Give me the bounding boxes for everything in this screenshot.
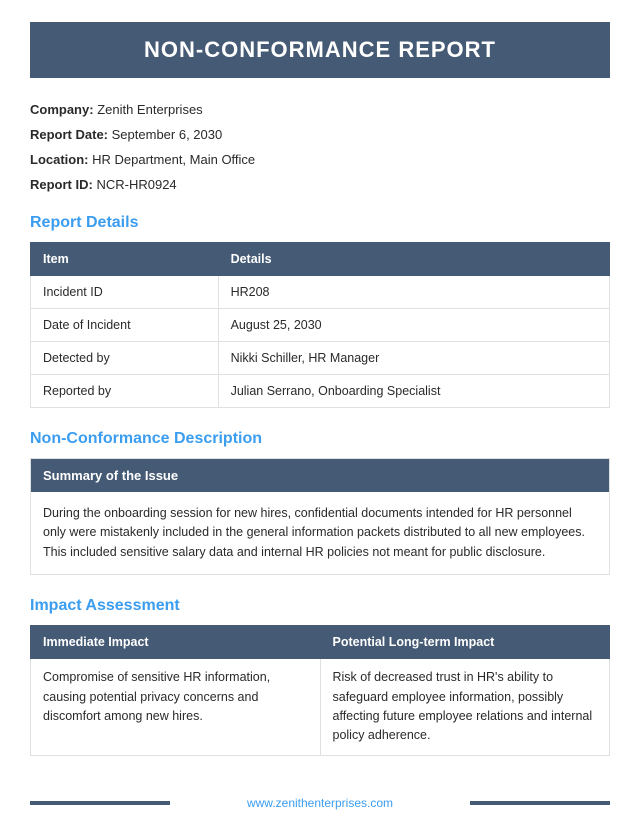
details-item: Date of Incident [31, 309, 219, 342]
details-detail: Nikki Schiller, HR Manager [218, 342, 609, 375]
meta-report-date: Report Date: September 6, 2030 [30, 127, 610, 142]
table-row: Reported by Julian Serrano, Onboarding S… [31, 375, 610, 408]
table-row: Incident ID HR208 [31, 276, 610, 309]
description-body: During the onboarding session for new hi… [31, 492, 609, 574]
impact-col-immediate: Immediate Impact [31, 626, 321, 659]
table-row: Date of Incident August 25, 2030 [31, 309, 610, 342]
table-row: Compromise of sensitive HR information, … [31, 659, 610, 756]
details-detail: August 25, 2030 [218, 309, 609, 342]
footer: www.zenithenterprises.com [30, 796, 610, 810]
meta-location: Location: HR Department, Main Office [30, 152, 610, 167]
details-item: Reported by [31, 375, 219, 408]
meta-report-id-label: Report ID: [30, 177, 93, 192]
impact-table: Immediate Impact Potential Long-term Imp… [30, 625, 610, 756]
meta-company-value: Zenith Enterprises [97, 102, 203, 117]
meta-location-label: Location: [30, 152, 89, 167]
impact-col-longterm: Potential Long-term Impact [320, 626, 610, 659]
details-heading: Report Details [30, 214, 610, 232]
impact-heading: Impact Assessment [30, 597, 610, 615]
meta-company: Company: Zenith Enterprises [30, 102, 610, 117]
meta-location-value: HR Department, Main Office [92, 152, 255, 167]
details-item: Detected by [31, 342, 219, 375]
description-heading: Non-Conformance Description [30, 430, 610, 448]
impact-immediate: Compromise of sensitive HR information, … [31, 659, 321, 756]
footer-line-left [30, 801, 170, 805]
table-header-row: Immediate Impact Potential Long-term Imp… [31, 626, 610, 659]
description-box: Summary of the Issue During the onboardi… [30, 458, 610, 575]
meta-block: Company: Zenith Enterprises Report Date:… [30, 102, 610, 192]
meta-report-date-label: Report Date: [30, 127, 108, 142]
meta-report-date-value: September 6, 2030 [112, 127, 223, 142]
details-col-item: Item [31, 243, 219, 276]
details-col-details: Details [218, 243, 609, 276]
meta-report-id: Report ID: NCR-HR0924 [30, 177, 610, 192]
footer-line-right [470, 801, 610, 805]
details-item: Incident ID [31, 276, 219, 309]
details-detail: HR208 [218, 276, 609, 309]
description-sub-heading: Summary of the Issue [31, 459, 609, 492]
table-header-row: Item Details [31, 243, 610, 276]
footer-url: www.zenithenterprises.com [184, 796, 456, 810]
table-row: Detected by Nikki Schiller, HR Manager [31, 342, 610, 375]
impact-longterm: Risk of decreased trust in HR's ability … [320, 659, 610, 756]
meta-report-id-value: NCR-HR0924 [96, 177, 176, 192]
details-detail: Julian Serrano, Onboarding Specialist [218, 375, 609, 408]
details-table: Item Details Incident ID HR208 Date of I… [30, 242, 610, 408]
report-title: NON-CONFORMANCE REPORT [30, 22, 610, 78]
meta-company-label: Company: [30, 102, 94, 117]
